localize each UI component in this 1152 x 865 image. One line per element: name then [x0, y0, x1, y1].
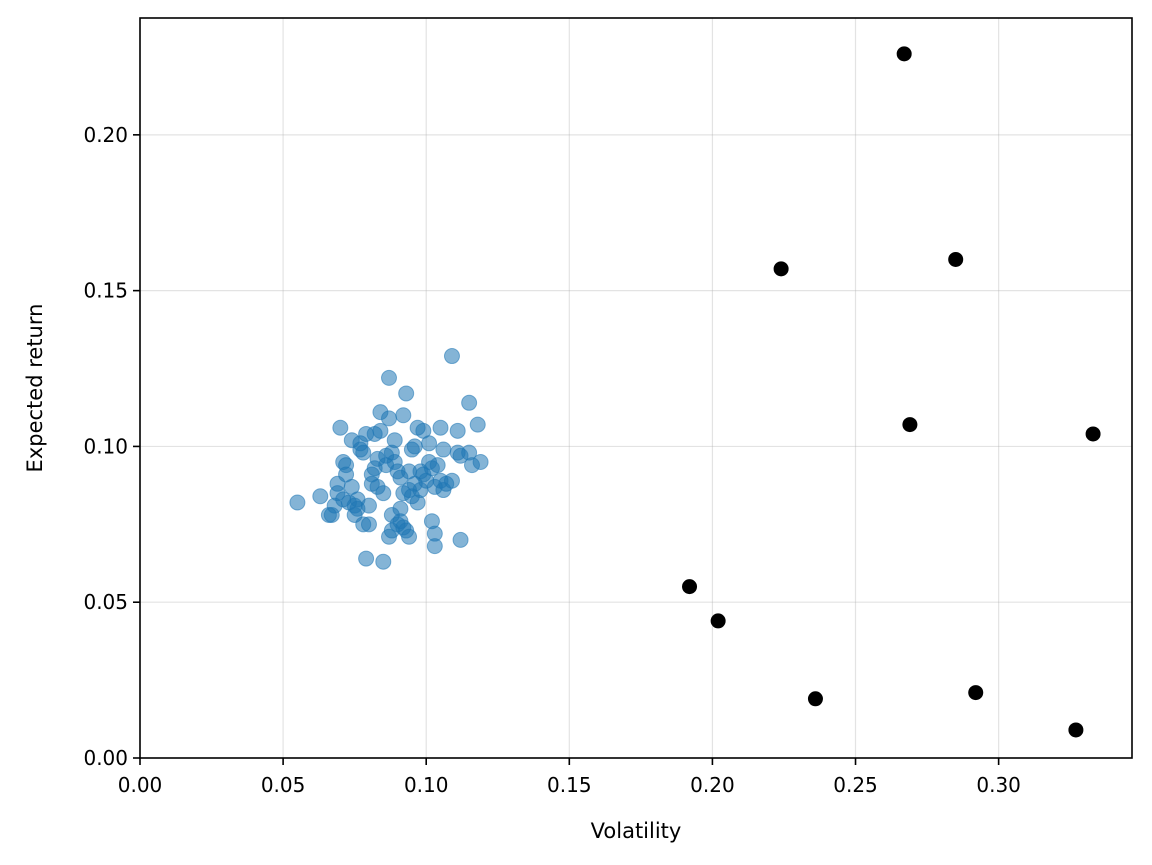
blue-data-point [426, 538, 443, 555]
blue-data-point [432, 419, 449, 436]
x-tick-label: 0.05 [261, 773, 306, 797]
blue-data-point [398, 385, 415, 402]
x-tick-label: 0.25 [833, 773, 878, 797]
blue-data-point [381, 410, 397, 427]
blue-data-point [401, 528, 418, 545]
y-tick-label: 0.20 [83, 123, 128, 147]
blue-data-point [375, 485, 392, 502]
black-data-point [968, 685, 984, 701]
plot-frame [139, 17, 1133, 759]
x-tick-label: 0.30 [976, 773, 1021, 797]
blue-data-point [435, 441, 452, 458]
y-axis-label: Expected return [23, 304, 47, 473]
x-axis-label: Volatility [591, 819, 682, 843]
blue-data-point [381, 369, 397, 386]
black-data-point [948, 251, 964, 267]
blue-data-point [429, 457, 446, 474]
y-tick-label: 0.10 [83, 434, 128, 458]
black-data-point [807, 691, 823, 707]
blue-data-point [452, 531, 469, 548]
black-data-point [1085, 426, 1101, 442]
blue-data-point [443, 348, 460, 365]
grid-lines [139, 18, 1132, 759]
black-data-point [902, 417, 918, 433]
blue-data-point [355, 444, 372, 461]
blue-data-point [312, 488, 329, 505]
black-data-point [896, 46, 912, 62]
blue-data-point [386, 432, 403, 449]
blue-data-point [472, 454, 489, 470]
blue-data-point [406, 438, 423, 455]
y-tick-label: 0.05 [83, 590, 128, 614]
y-axis: 0.00 0.05 0.10 0.15 0.20 [83, 123, 140, 770]
y-tick-label: 0.15 [83, 279, 128, 303]
y-tick-label: 0.00 [83, 746, 128, 770]
x-tick-label: 0.00 [118, 773, 163, 797]
black-data-point [710, 613, 726, 629]
blue-data-point [358, 550, 375, 567]
blue-data-point [375, 553, 392, 570]
blue-data-point [421, 435, 438, 452]
blue-data-point [360, 497, 377, 514]
blue-data-point [443, 472, 460, 489]
black-data-point [773, 261, 789, 277]
blue-data-point [449, 422, 466, 439]
blue-data-point [360, 516, 377, 533]
blue-data-point [332, 419, 349, 436]
x-tick-label: 0.15 [547, 773, 592, 797]
x-axis: 0.00 0.05 0.10 0.15 0.20 0.25 0.30 [118, 758, 1021, 797]
blue-data-point [469, 416, 486, 433]
black-data-point [1068, 722, 1084, 738]
blue-data-point [289, 494, 306, 511]
data-points [289, 46, 1101, 738]
blue-data-point [461, 394, 478, 411]
blue-data-point [372, 422, 389, 439]
x-tick-label: 0.10 [404, 773, 449, 797]
black-data-point [682, 579, 698, 595]
blue-data-point [395, 407, 412, 424]
x-tick-label: 0.20 [690, 773, 735, 797]
